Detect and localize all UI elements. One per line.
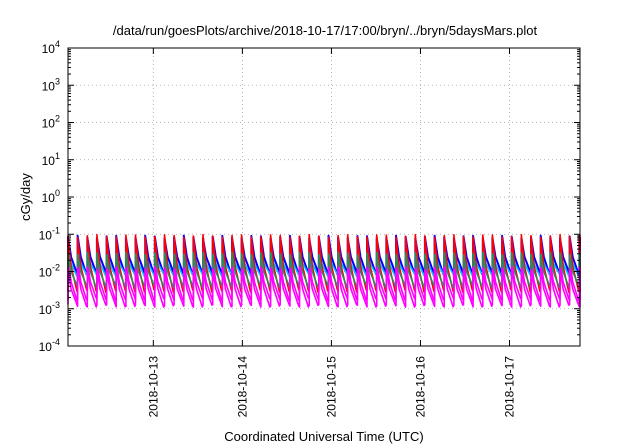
x-tick-label: 2018-10-14: [235, 356, 249, 418]
y-axis-label: cGy/day: [18, 173, 33, 221]
x-tick-label: 2018-10-16: [413, 356, 427, 418]
plot-frame: [67, 47, 581, 347]
y-tick-label: 10-2: [39, 263, 60, 280]
y-tick-label: 104: [42, 39, 60, 56]
y-tick-label: 103: [42, 76, 60, 93]
y-tick-label: 101: [42, 151, 60, 168]
y-tick-label: 102: [42, 114, 60, 131]
x-axis-ticks: 2018-10-13 2018-10-14 2018-10-15 2018-10-16…: [146, 48, 517, 418]
y-tick-label: 10-3: [39, 300, 60, 317]
x-tick-label: 2018-10-17: [503, 356, 517, 418]
y-tick-label: 100: [42, 188, 60, 205]
chart-title: /data/run/goesPlots/archive/2018-10-17/1…: [113, 23, 538, 38]
x-axis-label: Coordinated Universal Time (UTC): [224, 429, 423, 444]
x-tick-label: 2018-10-13: [146, 356, 160, 418]
y-tick-label: 10-1: [39, 225, 60, 242]
series-layer: [67, 233, 581, 308]
series-line: [67, 266, 581, 308]
x-tick-label: 2018-10-15: [324, 356, 338, 418]
y-tick-label: 10-4: [39, 337, 60, 354]
